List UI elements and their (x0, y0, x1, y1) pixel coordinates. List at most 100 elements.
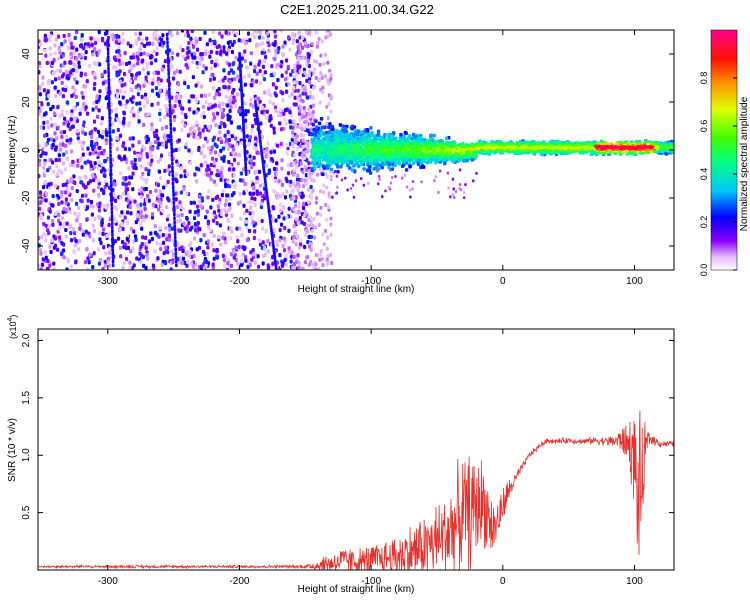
heat-cell (201, 128, 205, 133)
heat-cell (310, 171, 314, 176)
heat-cell (62, 33, 66, 39)
heat-cell (134, 220, 138, 225)
heat-cell (408, 164, 412, 169)
heat-cell (264, 115, 269, 121)
heat-cell (216, 62, 220, 67)
heat-cell (143, 92, 148, 97)
heat-cell (417, 158, 421, 163)
heat-cell (196, 204, 200, 209)
spectrogram-heatmap (38, 30, 674, 270)
heat-cell (123, 146, 127, 151)
heat-cell (212, 256, 216, 261)
heat-cell (147, 239, 152, 244)
heat-cell (446, 143, 451, 148)
heat-cell (272, 130, 276, 135)
heat-cell (229, 104, 233, 110)
heat-cell (146, 71, 150, 76)
heat-cell (111, 229, 114, 234)
heat-cell (181, 256, 186, 261)
heat-cell (78, 54, 82, 59)
heat-cell (183, 226, 187, 231)
heat-cell (138, 31, 142, 36)
heat-cell (154, 58, 158, 63)
heat-cell (81, 232, 85, 237)
heat-cell (325, 121, 329, 126)
heat-cell (95, 114, 100, 119)
heat-cell (248, 211, 252, 216)
heat-cell (209, 66, 214, 71)
heat-cell (116, 127, 120, 133)
heat-cell (69, 238, 74, 243)
heat-cell (297, 245, 301, 250)
heat-cell (220, 34, 224, 39)
heat-cell (53, 51, 57, 56)
heat-cell (208, 54, 212, 59)
heat-cell (53, 122, 57, 127)
heat-cell (78, 226, 82, 231)
heat-cell (138, 107, 142, 112)
heat-cell (296, 220, 300, 225)
heat-cell (236, 262, 240, 267)
heat-cell (267, 43, 271, 48)
heat-cell (38, 235, 41, 241)
heat-cell (272, 71, 276, 76)
heat-cell (394, 159, 398, 164)
heat-cell (176, 82, 181, 87)
heat-cell (247, 200, 251, 205)
heat-cell (168, 91, 171, 96)
heat-cell (43, 33, 47, 38)
heat-cell (324, 202, 328, 207)
heat-cell (56, 34, 61, 39)
heat-cell (158, 225, 162, 231)
heat-cell (108, 246, 112, 251)
heat-cell (63, 167, 68, 172)
heat-cell (299, 266, 303, 270)
heat-cell (127, 181, 131, 186)
heat-cell (136, 114, 140, 119)
heat-cell (38, 248, 43, 253)
heat-cell (252, 112, 257, 118)
heat-cell (232, 250, 236, 255)
heat-cell (185, 172, 190, 177)
heat-cell (120, 221, 124, 226)
heat-cell (309, 247, 313, 252)
heat-cell (317, 222, 321, 227)
heat-cell (128, 205, 132, 210)
heat-cell (226, 103, 230, 108)
heat-cell (281, 191, 285, 197)
heat-cell (260, 134, 265, 140)
heat-cell (80, 199, 84, 204)
heat-cell (236, 239, 240, 244)
heat-cell (86, 42, 90, 47)
heat-cell (197, 194, 202, 199)
heat-cell (110, 217, 114, 222)
heat-cell (164, 248, 168, 254)
heat-cell (257, 169, 262, 174)
heat-cell (54, 77, 58, 82)
heat-cell (115, 88, 120, 94)
heat-cell (113, 198, 118, 203)
heat-cell (77, 247, 81, 252)
heat-cell (224, 198, 228, 203)
heat-cell (70, 185, 74, 191)
heat-cell (263, 70, 267, 75)
heat-cell (181, 106, 185, 111)
heat-cell (186, 33, 190, 38)
heat-cell (217, 104, 221, 109)
heat-cell (110, 187, 113, 192)
heat-cell (149, 231, 153, 236)
heat-cell (131, 95, 135, 100)
heat-cell (133, 157, 137, 163)
heat-cell (149, 145, 153, 151)
heat-cell (219, 136, 223, 141)
heat-cell (80, 193, 85, 198)
heat-cell (156, 182, 160, 188)
heat-cell (311, 113, 315, 118)
heat-cell (53, 236, 57, 241)
heat-cell (85, 111, 90, 116)
heat-cell (189, 241, 193, 246)
heat-cell (224, 30, 228, 35)
heat-cell (209, 170, 214, 176)
heat-cell (62, 255, 66, 260)
heat-cell (103, 263, 108, 268)
